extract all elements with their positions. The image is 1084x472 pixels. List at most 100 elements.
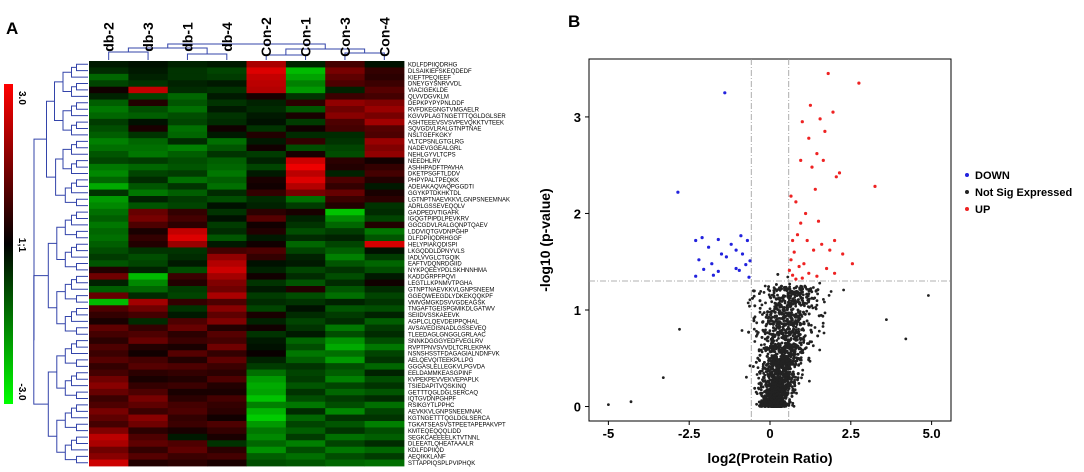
not-sig-point	[782, 353, 786, 357]
not-sig-point	[762, 311, 766, 314]
heatmap-cell	[207, 163, 247, 171]
heatmap-cell	[167, 183, 208, 190]
heatmap-cell	[128, 343, 169, 351]
heatmap-cell	[128, 401, 169, 409]
down-point	[740, 252, 745, 256]
not-sig-point	[790, 385, 794, 388]
not-sig-point	[756, 366, 760, 369]
heatmap-cell	[325, 318, 366, 325]
not-sig-point	[814, 306, 817, 309]
heatmap-cell	[364, 144, 405, 152]
not-sig-point	[772, 368, 776, 372]
not-sig-point	[794, 325, 798, 329]
heatmap-cell	[89, 324, 129, 332]
dendrogram-link	[71, 214, 88, 226]
not-sig-point	[816, 292, 819, 296]
panel-label-b: B	[568, 12, 580, 31]
up-point	[812, 248, 816, 252]
not-sig-point	[789, 337, 793, 340]
heatmap-cell	[246, 67, 287, 75]
not-sig-point	[776, 404, 779, 407]
not-sig-point	[776, 273, 780, 276]
up-point	[820, 242, 824, 246]
legend-marker	[965, 173, 969, 177]
not-sig-point	[752, 317, 756, 320]
heatmap-cell	[285, 459, 326, 467]
heatmap-cell	[167, 414, 208, 422]
heatmap-cell	[325, 421, 366, 428]
not-sig-point	[774, 390, 777, 394]
row-label: NADEVGGEALGRL	[408, 146, 462, 152]
heatmap-cell	[207, 414, 247, 422]
not-sig-point	[799, 347, 803, 351]
heatmap-cell	[364, 215, 405, 223]
heatmap-cell	[89, 421, 129, 428]
heatmap-cell	[285, 163, 326, 171]
not-sig-point	[810, 296, 814, 300]
row-label: KADDGRPFPQVI	[408, 275, 456, 281]
heatmap-cell	[285, 318, 326, 325]
not-sig-point	[782, 368, 785, 372]
heatmap-cell	[167, 247, 208, 255]
not-sig-point	[792, 354, 796, 357]
not-sig-point	[788, 287, 791, 290]
heatmap-cell	[364, 318, 405, 325]
dendrogram-link	[64, 444, 77, 461]
dendrogram-root	[33, 138, 47, 341]
not-sig-point	[787, 371, 791, 374]
not-sig-point	[776, 293, 779, 297]
not-sig-point	[797, 291, 801, 295]
heatmap-cell	[167, 202, 208, 210]
not-sig-point	[784, 337, 787, 341]
heatmap-cell	[364, 305, 405, 313]
not-sig-point	[796, 352, 800, 356]
not-sig-point	[755, 329, 758, 333]
heatmap-cell	[364, 298, 405, 306]
heatmap-cell	[364, 356, 405, 364]
heatmap-cell	[167, 446, 208, 454]
heatmap-cell	[89, 189, 129, 197]
heatmap-cell	[285, 292, 326, 300]
heatmap-cell	[325, 118, 366, 126]
not-sig-point	[752, 289, 755, 293]
up-point	[799, 158, 803, 162]
not-sig-point	[792, 324, 795, 328]
not-sig-point	[759, 381, 762, 385]
not-sig-point	[765, 393, 769, 397]
not-sig-point	[782, 294, 786, 298]
row-label: STTAPPIQSPLPVIPHQK	[408, 461, 475, 467]
not-sig-point	[771, 315, 775, 319]
down-point	[734, 266, 738, 271]
not-sig-point	[767, 319, 770, 323]
heatmap-cell	[285, 176, 326, 184]
dendrogram-link	[56, 291, 66, 325]
not-sig-point	[607, 403, 610, 406]
heatmap-cell	[167, 324, 208, 332]
not-sig-point	[777, 396, 781, 399]
not-sig-point	[793, 384, 797, 388]
row-label: TSIEDAPITVQSKINQ	[408, 384, 467, 390]
not-sig-point	[786, 391, 790, 395]
heatmap-cell	[167, 253, 208, 261]
not-sig-point	[770, 293, 774, 297]
y-tick-label: 0	[574, 400, 581, 415]
heatmap-cell	[325, 286, 366, 293]
not-sig-point	[748, 298, 752, 302]
not-sig-point	[772, 291, 776, 295]
heatmap-cell	[207, 189, 247, 197]
not-sig-point	[801, 287, 804, 291]
not-sig-point	[795, 319, 798, 323]
up-point	[799, 221, 803, 225]
not-sig-point	[795, 359, 799, 362]
heatmap-cell	[364, 61, 405, 68]
heatmap-cell	[89, 363, 129, 370]
heatmap-cell	[246, 202, 287, 210]
heatmap-cell	[207, 183, 247, 190]
heatmap-cell	[167, 286, 208, 293]
dendrogram-link	[76, 308, 88, 316]
heatmap-cell	[285, 273, 326, 280]
heatmap-cell	[207, 421, 247, 428]
heatmap-cell	[325, 241, 366, 248]
up-point	[841, 252, 845, 256]
not-sig-point	[885, 318, 888, 321]
